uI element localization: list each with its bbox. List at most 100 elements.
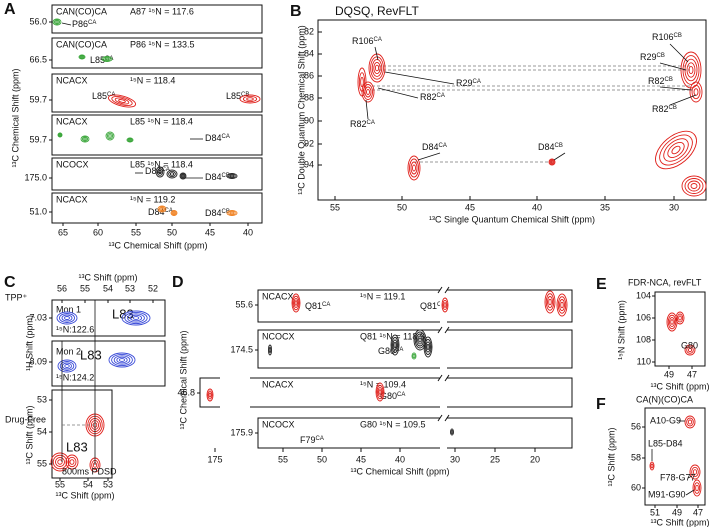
peak-residue: R82 [350,119,367,129]
contour-level [114,97,130,105]
peak-atom: CB [555,143,563,149]
experiment: CAN(CO)CA [56,39,107,49]
y-ticks: 92 [304,138,314,148]
peak-label: G80CA [378,346,403,356]
peak-residue: R82 [648,76,665,86]
x-ticks: 49 [664,369,674,379]
y-ticks: 82 [304,26,314,36]
condition-bottom: Drug-Free [5,414,46,424]
contour-level [363,84,373,100]
contour-level [104,57,110,61]
contour-level [360,76,364,88]
peak-contour [357,67,367,97]
peak-contour [56,311,78,325]
x-ticks: 49 [672,507,682,517]
x-ticks: 50 [397,202,407,212]
contour-level [57,132,63,138]
x-ticks-top: 56 [57,283,67,293]
contour-level [413,329,427,351]
y-ticks: 104 [636,290,651,300]
axis-break [437,326,443,334]
contour-level [292,295,300,311]
contour-level [118,358,126,362]
peaks: M91-G90 [648,489,686,499]
peak-label: D84CA [422,142,447,152]
contour-level [549,159,555,165]
peak-atom: CA [473,79,481,85]
letter: F [596,396,606,413]
leader-line [377,87,419,99]
x-ticks: 50 [317,454,327,464]
x-ticks: 45 [465,202,475,212]
contour-level [61,314,73,322]
contour-level [693,88,699,96]
experiment: NCACX [262,379,294,389]
contour-level [687,347,693,353]
peak-atom: CA [222,134,230,140]
x-ticks: 40 [243,227,253,237]
leader-line [374,46,379,61]
peak-contour [681,175,707,197]
name: Mon 1 [56,304,81,314]
contour-level [669,317,675,327]
peak-label: L85CA [92,91,115,101]
peak-residue: R106 [352,36,374,46]
contour-level [293,298,299,308]
y-label: ¹³C Shift (ppm) [606,427,616,486]
contour-level [108,134,112,138]
contour-level [441,297,449,313]
letter: A [4,1,16,18]
mixing: 800ms PDSD [62,466,117,476]
x-ticks: 65 [58,227,68,237]
contour-level [544,290,556,314]
peak-contour [155,166,165,178]
peak-residue: L85 [226,91,241,101]
leader-line [61,22,72,26]
peak-residue: D84 [205,133,222,143]
peak-residue: G80 [380,391,397,401]
contour-level [695,484,699,492]
x-ticks: 30 [450,454,460,464]
peak-contour [65,454,79,470]
contour-level [59,313,75,323]
axis-break [437,414,443,422]
contour-level [684,344,696,356]
contour-level [377,387,383,397]
contour-level [680,51,702,89]
contour-level [559,299,565,311]
contour-level [53,19,61,25]
peak-residue: R29 [640,52,657,62]
leader-line [669,94,697,106]
contour-level [650,463,654,469]
peak-contour [226,210,238,216]
x-ticks: 54 [83,479,93,489]
residue: L83 [66,439,88,454]
contour-level [684,178,704,194]
contour-level [426,344,430,350]
x-label: ¹³C Shift (ppm) [650,381,709,391]
peak-contour [411,352,417,360]
peak-contour [655,130,697,170]
peak-contour [226,173,238,179]
peak-contour [105,131,115,141]
spectrum-frame [51,4,263,34]
y-tick: 8.09 [29,356,47,366]
peak-residue: R106 [652,32,674,42]
contour-level [689,464,701,480]
y-ticks: 53 [37,394,47,404]
contour-level [67,456,77,468]
contour-level [371,59,383,77]
peaks: F78-G77 [660,472,696,482]
title: CA(N)(CO)CA [636,394,693,404]
leader-line [659,86,693,91]
contour-level [548,158,556,166]
spectrum-frame [51,114,263,156]
y-ticks: 84 [304,48,314,58]
y-tick: 59.7 [29,134,47,144]
peak-contour [107,94,137,108]
spectrum-frame [51,389,113,479]
spectrum-frame [51,192,263,224]
peak-label: L85CA [90,55,113,65]
contour-level [291,293,301,313]
contour-level [410,161,418,175]
